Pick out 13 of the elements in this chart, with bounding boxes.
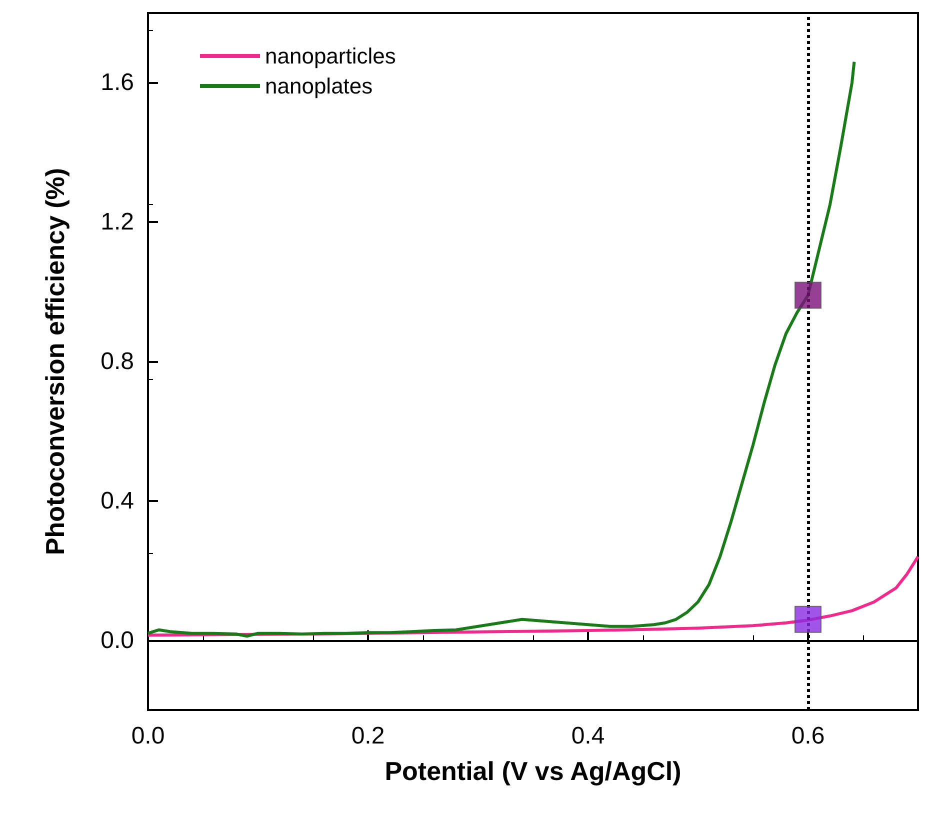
x-tick-label: 0.2 [351,722,385,750]
y-tick-label: 1.2 [100,208,134,236]
legend-label: nanoplates [265,74,373,98]
y-tick-label: 0.0 [100,626,134,654]
x-tick-label: 0.0 [131,722,165,750]
x-tick-label: 0.4 [571,722,605,750]
y-axis-title: Photoconversion efficiency (%) [40,168,70,556]
legend-label: nanoparticles [265,44,396,68]
y-tick-label: 1.6 [100,69,134,96]
x-tick-label: 0.6 [791,722,825,750]
y-tick-label: 0.8 [100,348,134,375]
x-axis-title: Potential (V vs Ag/AgCl) [384,756,682,786]
y-tick-label: 0.4 [100,487,134,514]
